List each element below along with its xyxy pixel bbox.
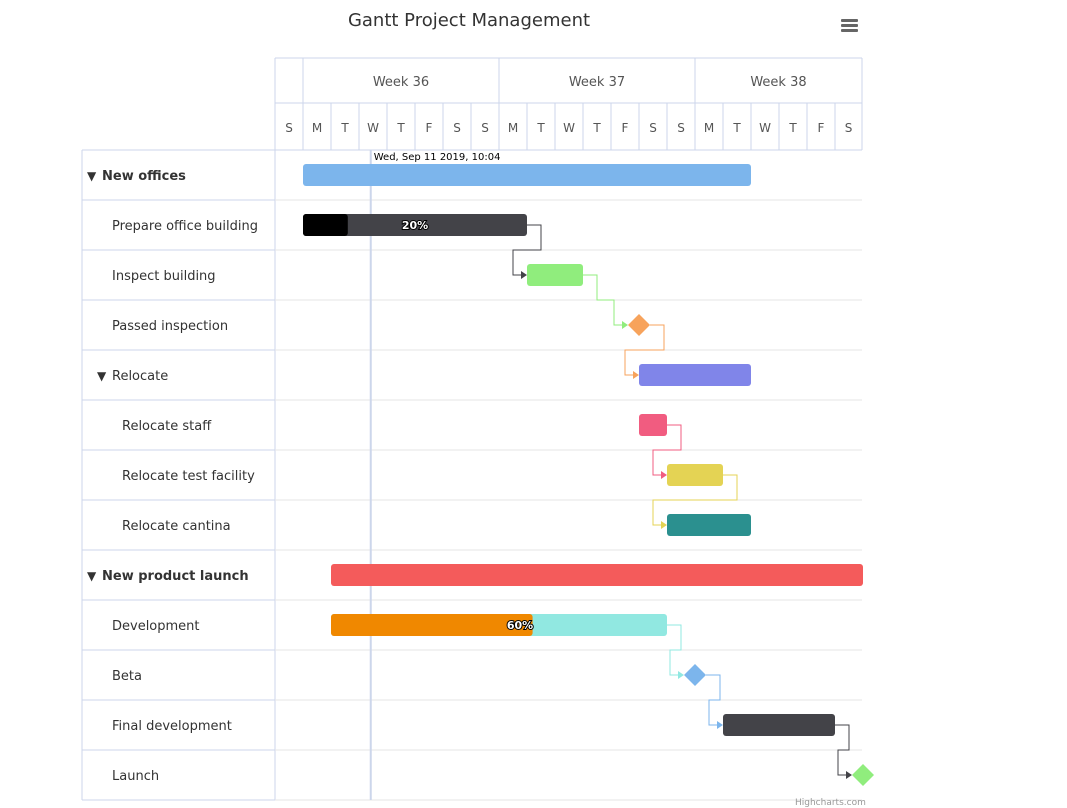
bar-new_offices[interactable] bbox=[303, 164, 751, 186]
current-date-label: Wed, Sep 11 2019, 10:04 bbox=[374, 152, 501, 163]
bar-relocate_staff[interactable] bbox=[639, 414, 667, 436]
task-label: Relocate staff bbox=[122, 419, 212, 434]
day-label-15: M bbox=[704, 121, 714, 135]
dependency-arrow-icon bbox=[521, 271, 527, 279]
day-label-4: T bbox=[396, 121, 405, 135]
day-label-12: F bbox=[622, 121, 629, 135]
dependency-arrow-icon bbox=[846, 771, 852, 779]
dependency-arrow-icon bbox=[633, 371, 639, 379]
bar-final_dev[interactable] bbox=[723, 714, 835, 736]
collapse-toggle-icon[interactable]: ▼ bbox=[87, 569, 97, 583]
milestone-passed_inspection[interactable] bbox=[628, 314, 650, 336]
day-label-2: T bbox=[340, 121, 349, 135]
week-label-1: Week 37 bbox=[569, 75, 625, 90]
day-label-20: S bbox=[845, 121, 853, 135]
bar-relocate_cantina[interactable] bbox=[667, 514, 751, 536]
day-label-5: F bbox=[426, 121, 433, 135]
hamburger-menu-icon[interactable] bbox=[840, 17, 862, 35]
bar-relocate[interactable] bbox=[639, 364, 751, 386]
dependency-connector bbox=[512, 224, 542, 276]
day-label-13: S bbox=[649, 121, 657, 135]
task-label: Relocate bbox=[112, 369, 168, 384]
dependency-arrow-icon bbox=[661, 471, 667, 479]
day-label-0: S bbox=[285, 121, 293, 135]
dependency-arrow-icon bbox=[678, 671, 684, 679]
collapse-toggle-icon[interactable]: ▼ bbox=[97, 369, 107, 383]
dependency-connector bbox=[624, 324, 665, 376]
task-label: Relocate cantina bbox=[122, 519, 231, 534]
dependency-arrow-icon bbox=[717, 721, 723, 729]
dependency-arrow-icon bbox=[661, 521, 667, 529]
day-label-16: T bbox=[732, 121, 741, 135]
day-label-14: S bbox=[677, 121, 685, 135]
bar-prepare_building[interactable] bbox=[303, 214, 527, 236]
milestone-beta[interactable] bbox=[684, 664, 706, 686]
week-label-2: Week 38 bbox=[750, 75, 806, 90]
day-label-8: M bbox=[508, 121, 518, 135]
task-label: Final development bbox=[112, 719, 232, 734]
day-label-11: T bbox=[592, 121, 601, 135]
bar-inspect_building[interactable] bbox=[527, 264, 583, 286]
day-label-18: T bbox=[788, 121, 797, 135]
task-label: Relocate test facility bbox=[122, 469, 255, 484]
day-label-1: M bbox=[312, 121, 322, 135]
day-label-3: W bbox=[367, 121, 379, 135]
milestone-launch[interactable] bbox=[852, 764, 874, 786]
task-label: Inspect building bbox=[112, 269, 216, 284]
dependency-connector bbox=[583, 274, 623, 326]
bar-completed-prepare_building bbox=[303, 214, 348, 236]
task-label: Launch bbox=[112, 769, 159, 784]
task-label: Prepare office building bbox=[112, 219, 258, 234]
task-label: New offices bbox=[102, 169, 186, 184]
completed-label-development: 60% bbox=[507, 619, 533, 632]
day-label-19: F bbox=[818, 121, 825, 135]
dependency-connector bbox=[835, 724, 850, 776]
task-label: New product launch bbox=[102, 569, 249, 584]
day-label-10: W bbox=[563, 121, 575, 135]
collapse-toggle-icon[interactable]: ▼ bbox=[87, 169, 97, 183]
bar-completed-development bbox=[331, 614, 533, 636]
day-label-17: W bbox=[759, 121, 771, 135]
day-label-6: S bbox=[453, 121, 461, 135]
credits-link[interactable]: Highcharts.com bbox=[795, 798, 866, 808]
week-label-0: Week 36 bbox=[373, 75, 429, 90]
task-label: Beta bbox=[112, 669, 142, 684]
task-label: Development bbox=[112, 619, 200, 634]
dependency-arrow-icon bbox=[622, 321, 628, 329]
dependency-connector bbox=[652, 424, 682, 476]
bar-relocate_test[interactable] bbox=[667, 464, 723, 486]
dependency-connector bbox=[667, 624, 682, 676]
task-label: Passed inspection bbox=[112, 319, 228, 334]
chart-title: Gantt Project Management bbox=[347, 10, 591, 31]
day-label-9: T bbox=[536, 121, 545, 135]
day-label-7: S bbox=[481, 121, 489, 135]
completed-label-prepare_building: 20% bbox=[402, 219, 428, 232]
dependency-connector bbox=[652, 474, 738, 526]
bar-new_product[interactable] bbox=[331, 564, 863, 586]
dependency-connector bbox=[706, 674, 721, 726]
